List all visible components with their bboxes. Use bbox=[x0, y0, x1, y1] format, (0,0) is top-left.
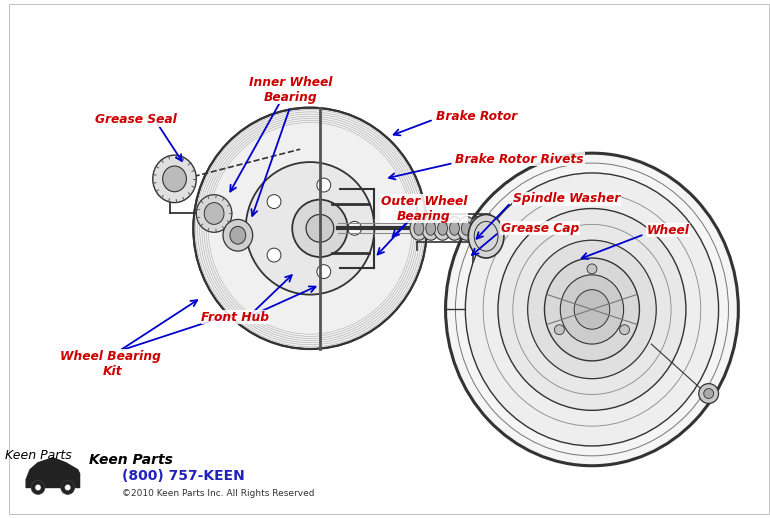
Ellipse shape bbox=[410, 217, 428, 240]
Ellipse shape bbox=[457, 217, 475, 240]
Ellipse shape bbox=[61, 481, 75, 494]
Ellipse shape bbox=[554, 325, 564, 335]
Ellipse shape bbox=[317, 265, 331, 279]
Ellipse shape bbox=[306, 214, 333, 242]
Ellipse shape bbox=[426, 221, 436, 235]
Ellipse shape bbox=[704, 388, 714, 398]
Ellipse shape bbox=[196, 195, 232, 232]
Ellipse shape bbox=[469, 217, 487, 240]
Ellipse shape bbox=[446, 153, 738, 466]
Ellipse shape bbox=[230, 226, 246, 244]
Ellipse shape bbox=[162, 166, 186, 192]
Text: ©2010 Keen Parts Inc. All Rights Reserved: ©2010 Keen Parts Inc. All Rights Reserve… bbox=[122, 489, 315, 498]
Ellipse shape bbox=[193, 108, 427, 349]
Ellipse shape bbox=[450, 221, 460, 235]
Text: Wheel Bearing 
Kit: Wheel Bearing Kit bbox=[59, 350, 165, 378]
Ellipse shape bbox=[414, 221, 424, 235]
Ellipse shape bbox=[465, 173, 718, 446]
Text: Keen Parts: Keen Parts bbox=[89, 453, 173, 467]
Ellipse shape bbox=[65, 484, 71, 491]
Text: Grease Seal: Grease Seal bbox=[95, 113, 177, 126]
Ellipse shape bbox=[267, 248, 281, 262]
Ellipse shape bbox=[620, 325, 629, 335]
Ellipse shape bbox=[293, 199, 347, 257]
Ellipse shape bbox=[437, 221, 447, 235]
Text: Spindle Washer: Spindle Washer bbox=[513, 192, 620, 205]
Text: (800) 757-KEEN: (800) 757-KEEN bbox=[122, 469, 245, 483]
Ellipse shape bbox=[223, 220, 253, 251]
Ellipse shape bbox=[561, 275, 624, 344]
Ellipse shape bbox=[446, 217, 464, 240]
Polygon shape bbox=[26, 458, 79, 487]
Ellipse shape bbox=[31, 481, 45, 494]
Ellipse shape bbox=[699, 384, 718, 404]
Ellipse shape bbox=[347, 221, 361, 235]
Ellipse shape bbox=[527, 240, 656, 379]
Text: Keen Parts: Keen Parts bbox=[5, 449, 72, 463]
Ellipse shape bbox=[461, 221, 471, 235]
Text: Front Hub: Front Hub bbox=[201, 311, 270, 324]
Ellipse shape bbox=[468, 214, 504, 258]
Ellipse shape bbox=[498, 209, 686, 410]
Ellipse shape bbox=[474, 221, 483, 235]
Ellipse shape bbox=[574, 290, 610, 329]
Text: Brake Rotor: Brake Rotor bbox=[436, 110, 517, 123]
Ellipse shape bbox=[317, 178, 331, 192]
Text: Grease Cap: Grease Cap bbox=[501, 222, 579, 235]
Text: Inner Wheel
Bearing: Inner Wheel Bearing bbox=[249, 76, 332, 104]
Ellipse shape bbox=[544, 258, 639, 361]
Ellipse shape bbox=[152, 155, 196, 203]
Ellipse shape bbox=[246, 162, 374, 295]
Ellipse shape bbox=[587, 264, 597, 274]
Text: Brake Rotor Rivets: Brake Rotor Rivets bbox=[455, 153, 584, 166]
Text: Wheel: Wheel bbox=[646, 224, 689, 237]
Ellipse shape bbox=[434, 217, 451, 240]
Text: Outer Wheel
Bearing: Outer Wheel Bearing bbox=[380, 195, 467, 223]
Ellipse shape bbox=[35, 484, 41, 491]
Ellipse shape bbox=[422, 217, 440, 240]
Ellipse shape bbox=[267, 195, 281, 209]
Ellipse shape bbox=[204, 203, 224, 224]
